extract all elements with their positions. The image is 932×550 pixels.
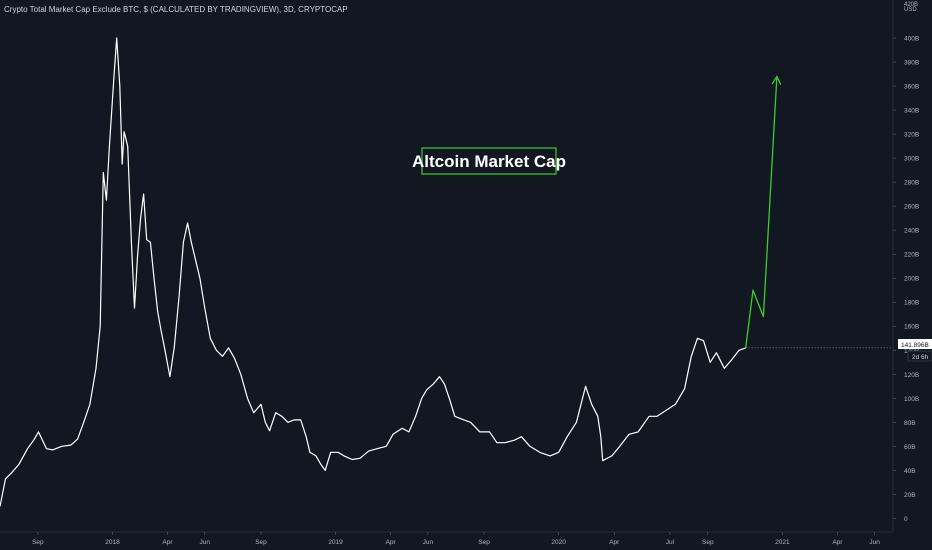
- x-tick-label: Apr: [162, 539, 173, 546]
- x-tick-label: Sep: [702, 539, 714, 546]
- y-tick-label: 300B: [904, 156, 919, 163]
- y-tick-label: 40B: [904, 468, 916, 475]
- x-tick-label: Sep: [32, 539, 44, 546]
- y-tick-label-partial: 420B: [904, 2, 918, 8]
- chart-title-border: [421, 147, 557, 175]
- price-badge-countdown: 2d 6h: [912, 354, 929, 361]
- series-legend: Crypto Total Market Cap Exclude BTC, $ (…: [4, 5, 348, 14]
- x-tick-label: Sep: [478, 539, 490, 546]
- x-tick-label: Jun: [423, 539, 434, 546]
- price-badge-value: 141.896B: [901, 342, 929, 349]
- y-tick-label: 360B: [904, 84, 919, 91]
- y-tick-label: 120B: [904, 372, 919, 379]
- price-badge-bg: [898, 339, 932, 349]
- y-tick-label: 160B: [904, 324, 919, 331]
- x-tick-label: 2021: [775, 539, 790, 546]
- x-tick-label: Sep: [255, 539, 267, 546]
- chart-title: Altcoin Market Cap: [412, 152, 566, 171]
- y-tick-label: 100B: [904, 396, 919, 403]
- y-tick-label: 80B: [904, 420, 916, 427]
- y-tick-label: 320B: [904, 132, 919, 139]
- x-tick-label: Apr: [609, 539, 620, 546]
- y-tick-label: 0: [904, 516, 908, 523]
- x-tick-label: Apr: [832, 539, 843, 546]
- y-axis-unit: USD: [904, 7, 917, 13]
- chart-title-box: Altcoin Market Cap: [412, 147, 566, 175]
- y-tick-label: 400B: [904, 36, 919, 43]
- y-tick-label: 60B: [904, 444, 916, 451]
- y-tick-label: 220B: [904, 252, 919, 259]
- y-tick-label: 180B: [904, 300, 919, 307]
- x-tick-label: 2019: [328, 539, 343, 546]
- y-tick-label: 260B: [904, 204, 919, 211]
- projection-arrowhead: [771, 75, 782, 85]
- time-axis[interactable]: Sep 2018 Apr Jun Sep 2019 Apr Jun Sep 2020 Apr Jul S…: [0, 531, 893, 546]
- x-tick-label: Jun: [869, 539, 880, 546]
- x-tick-label: 2018: [105, 539, 120, 546]
- x-tick-label: Jul: [666, 539, 675, 546]
- market-cap-line: [0, 37, 746, 507]
- y-tick-label: 380B: [904, 60, 919, 67]
- price-badge: 141.896B 2d 6h: [898, 339, 932, 362]
- projection-line: [745, 76, 778, 348]
- x-tick-label: Jun: [200, 539, 211, 546]
- plot-area[interactable]: [0, 37, 893, 507]
- y-tick-label: 20B: [904, 492, 916, 499]
- y-tick-label: 340B: [904, 108, 919, 115]
- x-tick-label: 2020: [551, 539, 566, 546]
- y-tick-label: 240B: [904, 228, 919, 235]
- price-badge-countdown-bg: [907, 350, 932, 362]
- x-tick-label: Apr: [386, 539, 397, 546]
- y-tick-label: 280B: [904, 180, 919, 187]
- y-tick-label: 200B: [904, 276, 919, 283]
